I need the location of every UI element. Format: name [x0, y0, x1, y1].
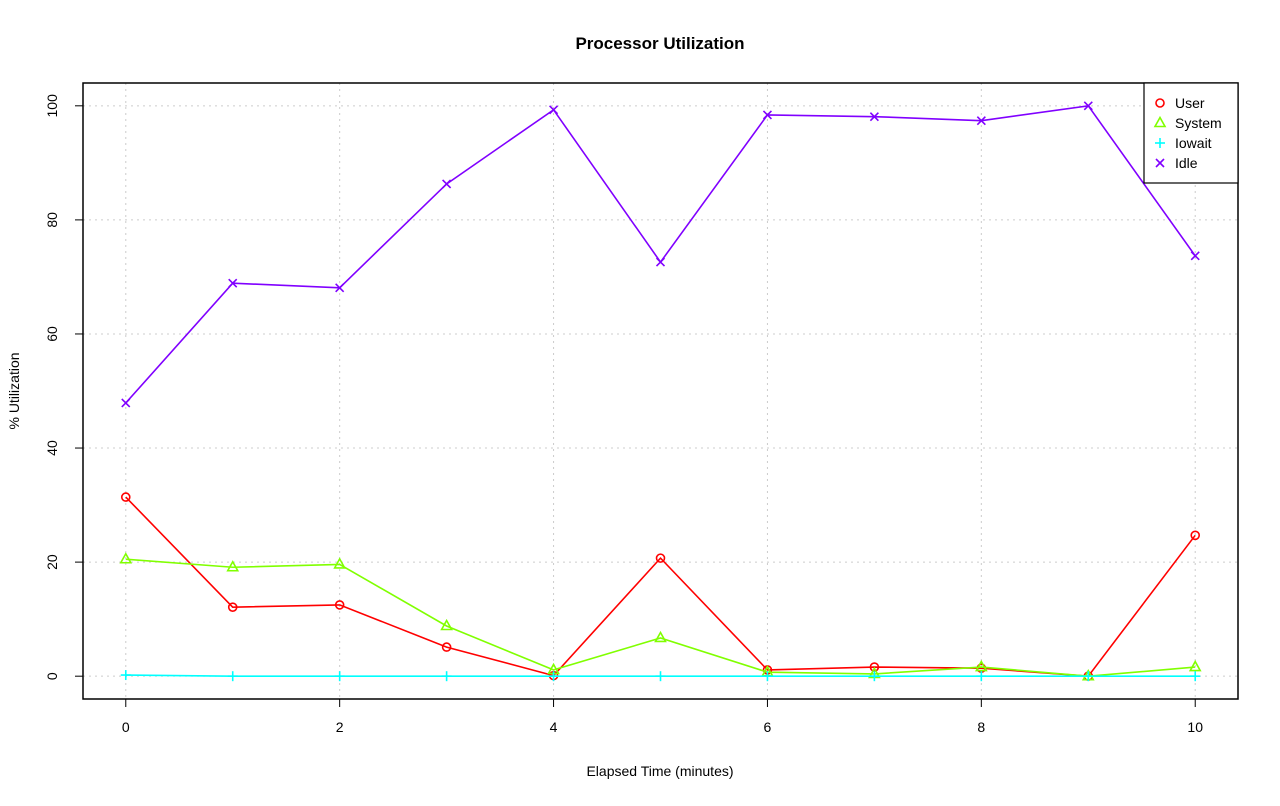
data-point-system — [333, 557, 347, 569]
legend-label-user: User — [1175, 95, 1205, 111]
data-point-user — [120, 492, 131, 502]
data-point-idle — [228, 278, 238, 288]
circle-marker — [227, 602, 238, 612]
data-point-system — [654, 630, 667, 643]
data-point-user — [334, 600, 345, 610]
data-point-system — [226, 560, 240, 572]
triangle-marker — [226, 560, 240, 572]
data-point-system — [1188, 659, 1202, 672]
y-tick-label: 80 — [44, 212, 60, 228]
data-point-iowait — [227, 671, 238, 682]
data-point-iowait — [334, 671, 345, 682]
cross-marker-b — [976, 116, 986, 126]
triangle-marker — [654, 630, 667, 643]
circle-marker — [1155, 98, 1165, 108]
cross-marker-b — [655, 257, 666, 267]
data-point-iowait — [762, 671, 773, 682]
legend-label-idle: Idle — [1175, 155, 1198, 171]
y-tick-label: 40 — [44, 440, 60, 456]
y-tick-label: 100 — [44, 94, 60, 118]
cross-marker-b — [442, 179, 452, 189]
x-tick-label: 8 — [977, 719, 985, 735]
data-point-idle — [976, 116, 986, 126]
data-point-iowait — [1083, 671, 1094, 682]
legend-marker-iowait — [1155, 138, 1165, 148]
data-point-idle — [442, 179, 452, 189]
plot-frame — [82, 82, 1239, 700]
triangle-marker — [119, 552, 133, 564]
cross-marker-b — [121, 398, 131, 408]
data-point-user — [227, 602, 238, 612]
x-tick-label: 4 — [550, 719, 558, 735]
triangle-marker — [1188, 659, 1202, 672]
y-axis-label: % Utilization — [6, 352, 22, 429]
data-point-iowait — [1190, 671, 1201, 682]
data-point-idle — [762, 110, 773, 120]
y-tick-label: 0 — [44, 672, 60, 680]
x-tick-label: 10 — [1187, 719, 1203, 735]
data-point-iowait — [120, 670, 131, 681]
data-point-user — [655, 553, 666, 563]
legend-label-iowait: Iowait — [1175, 135, 1212, 151]
legend-marker-system — [1153, 115, 1167, 128]
data-point-user — [869, 662, 880, 672]
data-point-idle — [1083, 101, 1093, 111]
cross-marker-b — [1083, 101, 1093, 111]
data-point-iowait — [655, 671, 666, 682]
cross-marker-b — [335, 283, 345, 293]
y-tick-label: 20 — [44, 554, 60, 570]
legend-marker-user — [1155, 98, 1165, 108]
circle-marker — [869, 662, 880, 672]
cross-marker-b — [762, 110, 773, 120]
circle-marker — [655, 553, 666, 563]
series-line-user — [125, 496, 1196, 678]
data-point-iowait — [548, 671, 559, 682]
data-point-idle — [869, 112, 879, 122]
cross-marker-b — [548, 105, 559, 115]
legend-label-system: System — [1175, 115, 1222, 131]
cross-marker-b — [1190, 251, 1200, 261]
data-point-system — [974, 659, 988, 672]
triangle-marker — [333, 557, 347, 569]
triangle-marker — [1153, 115, 1167, 128]
cross-marker-b — [228, 278, 238, 288]
circle-marker — [441, 642, 452, 652]
circle-marker — [1190, 530, 1201, 541]
data-point-user — [1190, 530, 1201, 541]
series-line-system — [125, 558, 1196, 677]
circle-marker — [120, 492, 131, 502]
legend: User System Iowait Idle — [1143, 82, 1239, 184]
data-point-iowait — [869, 671, 880, 682]
data-point-idle — [655, 257, 666, 267]
data-point-system — [119, 552, 133, 564]
data-point-idle — [1190, 251, 1200, 261]
data-point-user — [441, 642, 452, 652]
y-tick-label: 60 — [44, 326, 60, 342]
x-tick-label: 6 — [764, 719, 772, 735]
triangle-marker — [974, 659, 988, 672]
data-point-idle — [335, 283, 345, 293]
circle-marker — [334, 600, 345, 610]
x-tick-label: 2 — [336, 719, 344, 735]
data-point-iowait — [441, 671, 452, 682]
x-tick-label: 0 — [122, 719, 130, 735]
cross-marker-b — [1155, 158, 1165, 168]
data-point-idle — [548, 105, 559, 115]
triangle-marker — [440, 618, 453, 631]
series-line-idle — [125, 104, 1196, 404]
data-point-iowait — [976, 671, 987, 682]
data-point-system — [440, 618, 453, 631]
cross-marker-b — [869, 112, 879, 122]
legend-marker-idle — [1155, 158, 1165, 168]
series-group — [119, 101, 1202, 682]
chart-title: Processor Utilization — [575, 34, 744, 53]
x-axis-label: Elapsed Time (minutes) — [586, 763, 733, 779]
data-point-idle — [121, 398, 131, 408]
